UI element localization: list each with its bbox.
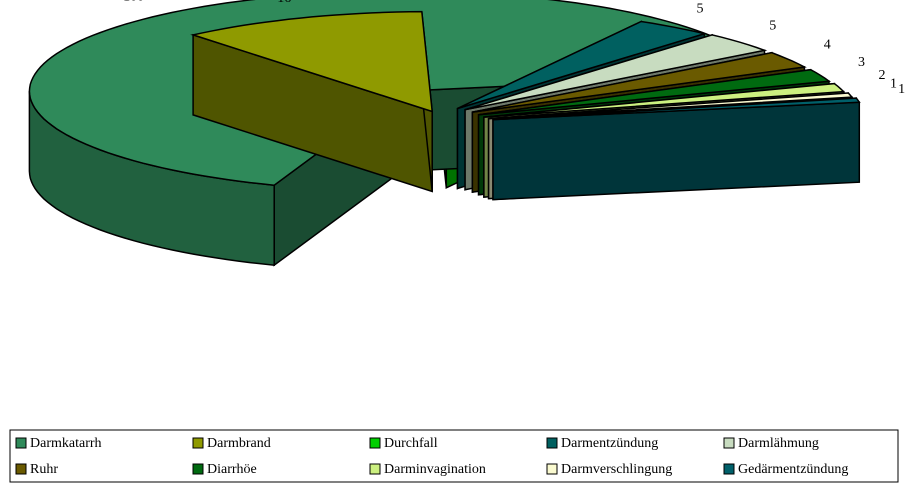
legend-label: Diarrhöe	[207, 462, 257, 477]
legend-swatch	[15, 463, 27, 475]
legend-swatch	[546, 463, 558, 475]
legend-swatch	[723, 437, 735, 449]
legend-label: Durchfall	[384, 436, 438, 451]
data-label: 3	[858, 55, 865, 70]
slice-top	[464, 34, 768, 111]
slice-top	[483, 82, 846, 118]
data-label: 1	[890, 76, 897, 91]
data-label: 16	[277, 0, 291, 6]
data-label: 100	[123, 0, 144, 5]
slice-top	[457, 20, 708, 110]
data-label: 1	[898, 82, 905, 97]
slice-top	[472, 51, 807, 113]
pie-slice	[492, 97, 861, 201]
legend-label: Darmentzündung	[561, 436, 658, 451]
data-label: 5	[769, 18, 776, 33]
data-label: 4	[824, 38, 831, 53]
legend-box	[9, 429, 899, 483]
legend-swatch	[192, 463, 204, 475]
legend-label: Ruhr	[30, 462, 58, 477]
legend-label: Darmlähmung	[738, 436, 819, 451]
legend-label: Darmbrand	[207, 436, 271, 451]
slice-top	[488, 92, 854, 120]
legend-label: Darminvagination	[384, 462, 486, 477]
legend-swatch	[723, 463, 735, 475]
slice-top	[492, 97, 861, 121]
legend-swatch	[15, 437, 27, 449]
pie-slice	[190, 10, 434, 193]
legend-swatch	[192, 437, 204, 449]
legend-swatch	[369, 437, 381, 449]
legend-label: Gedärmentzündung	[738, 462, 848, 477]
legend-swatch	[369, 463, 381, 475]
legend-label: Darmverschlingung	[561, 462, 672, 477]
slice-top	[478, 68, 832, 116]
data-label: 2	[878, 68, 885, 83]
legend-label: Darmkatarrh	[30, 436, 102, 451]
slice-top	[190, 10, 434, 113]
data-label: 5	[696, 2, 703, 17]
legend-swatch	[546, 437, 558, 449]
